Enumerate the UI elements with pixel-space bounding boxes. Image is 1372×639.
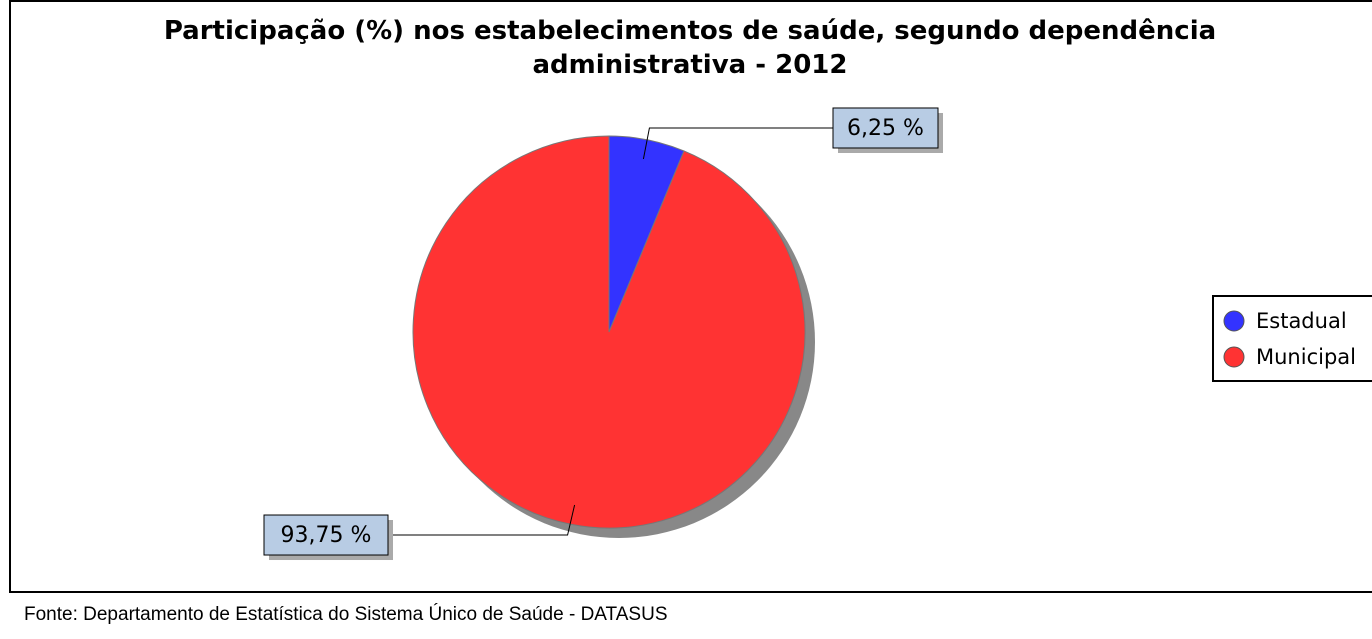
legend-swatch <box>1223 310 1245 332</box>
legend-swatch <box>1223 346 1245 368</box>
source-note: Fonte: Departamento de Estatística do Si… <box>24 604 668 625</box>
chart-title: Participação (%) nos estabelecimentos de… <box>163 16 1217 80</box>
legend-label: Estadual <box>1256 309 1347 333</box>
label-box <box>263 514 389 556</box>
legend-label: Municipal <box>1256 345 1356 369</box>
legend-box <box>1212 295 1372 382</box>
pie-slice <box>412 135 806 529</box>
data-label: 6,25 % <box>847 116 924 141</box>
label-leader <box>388 504 576 536</box>
data-label: 93,75 % <box>281 523 372 548</box>
label-leader <box>642 127 833 160</box>
label-box <box>832 107 939 149</box>
